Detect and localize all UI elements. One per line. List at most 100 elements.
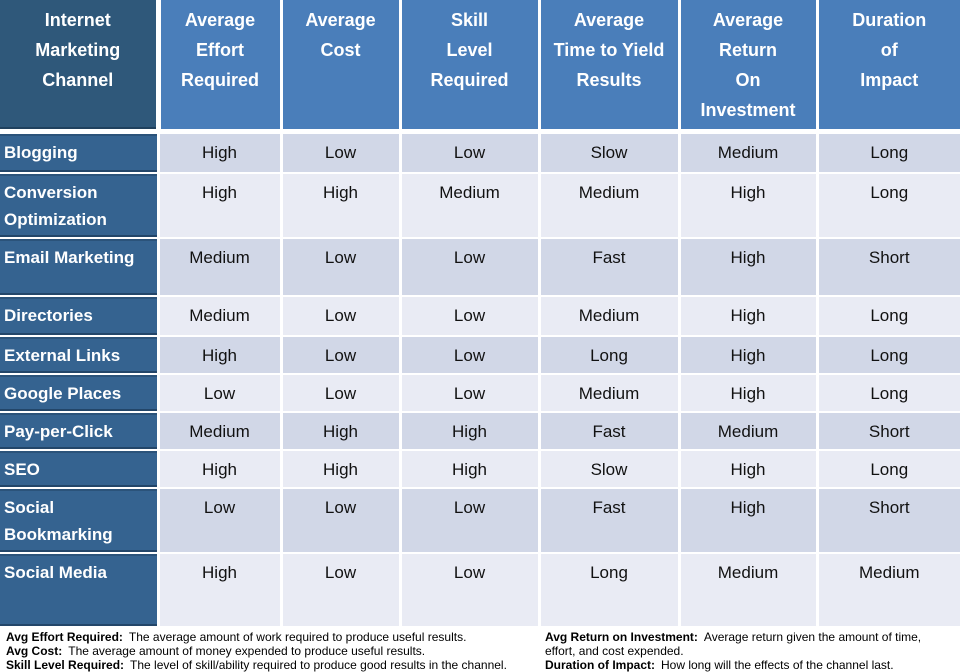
table-row-directories: Directories Medium Low Low Medium High Long xyxy=(0,295,960,337)
cell-google-places-col5: High xyxy=(679,373,819,413)
cell-seo-col6: Long xyxy=(817,449,960,489)
cell-social-media-col2: Low xyxy=(281,552,402,628)
cell-conversion-optimization-col3: Medium xyxy=(400,172,541,239)
marketing-channels-table: Internet Marketing Channel Average Effor… xyxy=(0,0,960,628)
table-row-conversion-optimization: Conversion Optimization High High Medium Med… xyxy=(0,172,960,239)
column-header-skill-level-required: Skill Level Required xyxy=(400,0,541,134)
cell-seo-col4: Slow xyxy=(539,449,681,489)
cell-social-media-col5: Medium xyxy=(679,552,819,628)
row-header-social-bookmarking: Social Bookmarking xyxy=(0,487,160,554)
cell-pay-per-click-col5: Medium xyxy=(679,411,819,451)
cell-social-bookmarking-col5: High xyxy=(679,487,819,554)
cell-conversion-optimization-col2: High xyxy=(281,172,402,239)
footnote-label: Avg Return on Investment: xyxy=(545,629,698,644)
footnote-text: The level of skill/ability required to p… xyxy=(130,657,507,672)
footnotes-left-column: Avg Effort Required: The average amount o… xyxy=(6,630,545,672)
cell-social-media-col6: Medium xyxy=(817,552,960,628)
cell-email-marketing-col4: Fast xyxy=(539,237,681,297)
table-row-social-media: Social Media High Low Low Long Medium Medium xyxy=(0,552,960,628)
footnote-text: The average amount of money expended to … xyxy=(68,643,426,658)
row-header-conversion-optimization: Conversion Optimization xyxy=(0,172,160,239)
cell-seo-col3: High xyxy=(400,449,541,489)
cell-blogging-col1: High xyxy=(158,131,283,174)
cell-email-marketing-col1: Medium xyxy=(158,237,283,297)
footnote-avg-return-on-investment: Avg Return on Investment: Average return … xyxy=(545,630,950,658)
cell-directories-col2: Low xyxy=(281,295,402,337)
cell-social-bookmarking-col6: Short xyxy=(817,487,960,554)
table-header-row: Internet Marketing Channel Average Effor… xyxy=(0,0,960,134)
cell-conversion-optimization-col4: Medium xyxy=(539,172,681,239)
cell-directories-col4: Medium xyxy=(539,295,681,337)
row-header-email-marketing: Email Marketing xyxy=(0,237,160,297)
table-row-pay-per-click: Pay-per-Click Medium High High Fast Medium Sho… xyxy=(0,411,960,451)
cell-social-media-col1: High xyxy=(158,552,283,628)
footnote-skill-level-required: Skill Level Required: The level of skill/… xyxy=(6,658,535,672)
cell-conversion-optimization-col1: High xyxy=(158,172,283,239)
cell-seo-col1: High xyxy=(158,449,283,489)
cell-external-links-col1: High xyxy=(158,335,283,375)
row-header-google-places: Google Places xyxy=(0,373,160,413)
column-header-average-return-on-investment: Average Return On Investment xyxy=(679,0,819,134)
cell-social-bookmarking-col4: Fast xyxy=(539,487,681,554)
cell-external-links-col3: Low xyxy=(400,335,541,375)
cell-seo-col5: High xyxy=(679,449,819,489)
cell-blogging-col6: Long xyxy=(817,131,960,174)
cell-google-places-col6: Long xyxy=(817,373,960,413)
footnotes-right-column: Avg Return on Investment: Average return … xyxy=(545,630,950,672)
cell-google-places-col1: Low xyxy=(158,373,283,413)
table-row-google-places: Google Places Low Low Low Medium High Long xyxy=(0,373,960,413)
cell-external-links-col6: Long xyxy=(817,335,960,375)
cell-conversion-optimization-col5: High xyxy=(679,172,819,239)
cell-pay-per-click-col1: Medium xyxy=(158,411,283,451)
cell-email-marketing-col5: High xyxy=(679,237,819,297)
cell-blogging-col5: Medium xyxy=(679,131,819,174)
table-row-blogging: Blogging High Low Low Slow Medium Long xyxy=(0,131,960,174)
footnote-avg-cost: Avg Cost: The average amount of money exp… xyxy=(6,644,535,658)
row-header-external-links: External Links xyxy=(0,335,160,375)
cell-social-media-col4: Long xyxy=(539,552,681,628)
cell-directories-col3: Low xyxy=(400,295,541,337)
cell-google-places-col2: Low xyxy=(281,373,402,413)
row-header-pay-per-click: Pay-per-Click xyxy=(0,411,160,451)
column-header-average-time-to-yield-results: Average Time to Yield Results xyxy=(539,0,681,134)
column-header-internet-marketing-channel: Internet Marketing Channel xyxy=(0,0,161,134)
cell-email-marketing-col6: Short xyxy=(817,237,960,297)
cell-directories-col1: Medium xyxy=(158,295,283,337)
cell-directories-col6: Long xyxy=(817,295,960,337)
row-header-social-media: Social Media xyxy=(0,552,160,628)
footnote-avg-effort-required: Avg Effort Required: The average amount o… xyxy=(6,630,535,644)
cell-pay-per-click-col3: High xyxy=(400,411,541,451)
cell-conversion-optimization-col6: Long xyxy=(817,172,960,239)
footnote-label: Skill Level Required: xyxy=(6,657,125,672)
cell-blogging-col4: Slow xyxy=(539,131,681,174)
table-row-email-marketing: Email Marketing Medium Low Low Fast High Short xyxy=(0,237,960,297)
table-row-external-links: External Links High Low Low Long High Long xyxy=(0,335,960,375)
row-header-directories: Directories xyxy=(0,295,160,337)
cell-seo-col2: High xyxy=(281,449,402,489)
cell-social-media-col3: Low xyxy=(400,552,541,628)
cell-social-bookmarking-col3: Low xyxy=(400,487,541,554)
cell-blogging-col2: Low xyxy=(281,131,402,174)
cell-blogging-col3: Low xyxy=(400,131,541,174)
cell-google-places-col4: Medium xyxy=(539,373,681,413)
cell-external-links-col5: High xyxy=(679,335,819,375)
cell-external-links-col2: Low xyxy=(281,335,402,375)
cell-directories-col5: High xyxy=(679,295,819,337)
footnote-text: How long will the effects of the channel… xyxy=(661,657,894,672)
cell-social-bookmarking-col2: Low xyxy=(281,487,402,554)
column-header-average-effort-required: Average Effort Required xyxy=(158,0,283,134)
cell-google-places-col3: Low xyxy=(400,373,541,413)
cell-pay-per-click-col2: High xyxy=(281,411,402,451)
footnote-label: Avg Cost: xyxy=(6,643,63,658)
table-row-seo: SEO High High High Slow High Long xyxy=(0,449,960,489)
cell-email-marketing-col2: Low xyxy=(281,237,402,297)
cell-email-marketing-col3: Low xyxy=(400,237,541,297)
cell-external-links-col4: Long xyxy=(539,335,681,375)
row-header-blogging: Blogging xyxy=(0,131,160,174)
footnote-label: Duration of Impact: xyxy=(545,657,655,672)
cell-social-bookmarking-col1: Low xyxy=(158,487,283,554)
cell-pay-per-click-col6: Short xyxy=(817,411,960,451)
footnote-label: Avg Effort Required: xyxy=(6,629,123,644)
footnote-text: The average amount of work required to p… xyxy=(128,629,467,644)
footnotes: Avg Effort Required: The average amount o… xyxy=(0,630,960,672)
